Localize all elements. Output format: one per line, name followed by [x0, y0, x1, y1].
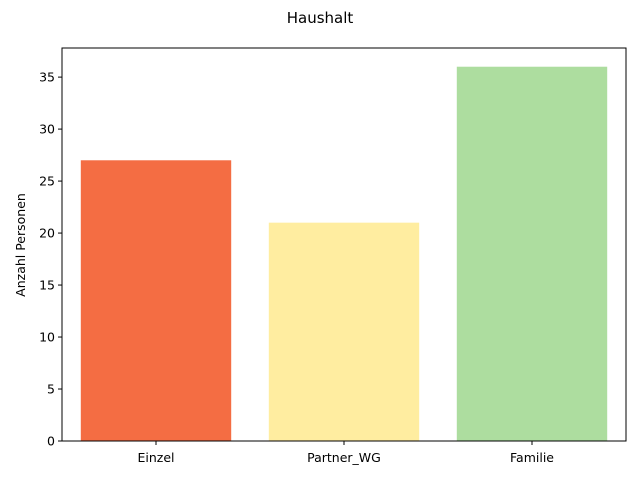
plot-area: Einzel Partner_WG Familie 0 5 10 15 20 25 30 35 [39, 47, 627, 465]
y-tick-label: 25 [39, 174, 55, 189]
y-tick-label: 30 [39, 122, 55, 137]
y-axis-title: Anzahl Personen [13, 193, 28, 297]
y-tick-label: 10 [39, 330, 55, 345]
plot-frame [61, 47, 627, 442]
y-tick-label: 5 [47, 382, 55, 397]
x-tick-label: Partner_WG [307, 450, 381, 465]
x-tick-label: Einzel [137, 450, 174, 465]
y-tick-label: 20 [39, 226, 55, 241]
bar-familie [456, 66, 608, 441]
y-tick-label: 15 [39, 278, 55, 293]
bar-partner-wg [268, 222, 420, 441]
bar-einzel [80, 160, 232, 442]
y-tick-label: 0 [47, 434, 55, 449]
y-tick-label: 35 [39, 70, 55, 85]
chart-title: Haushalt [287, 9, 354, 27]
x-tick-label: Familie [510, 450, 554, 465]
